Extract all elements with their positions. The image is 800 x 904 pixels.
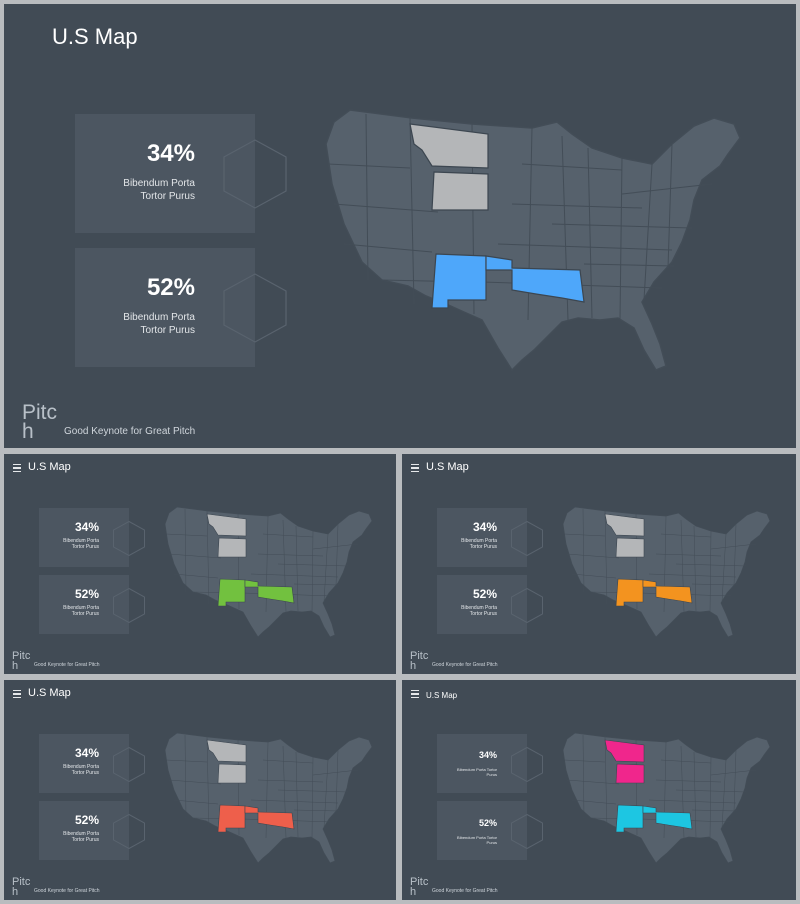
stat-card-1 bbox=[75, 114, 255, 233]
stat-card-2 bbox=[75, 248, 255, 367]
state-oklahoma bbox=[244, 805, 295, 830]
state-oklahoma bbox=[244, 579, 295, 604]
stat-description: Bibendum Porta Tortor Purus bbox=[461, 538, 497, 551]
state-new-mexico bbox=[615, 804, 644, 833]
stat-description: Bibendum Porta Tortor Purus bbox=[63, 764, 99, 777]
brand-logo: Pitch bbox=[12, 876, 31, 898]
state-oklahoma bbox=[642, 579, 693, 604]
stat-description: Bibendum Porta Tortor Purus bbox=[123, 178, 195, 202]
slide-5[interactable]: U.S Map 34% Bibendum Porta Tortor Purus … bbox=[402, 680, 796, 900]
state-wyoming bbox=[615, 763, 645, 784]
us-map bbox=[562, 506, 771, 638]
stat-value: 52% bbox=[478, 818, 497, 828]
us-map bbox=[164, 732, 373, 864]
slide-title: U.S Map bbox=[28, 461, 71, 473]
brand-logo: Pitch bbox=[12, 650, 31, 672]
state-new-mexico bbox=[217, 578, 246, 607]
stat-value: 52% bbox=[74, 813, 99, 827]
brand-logo: Pitch bbox=[410, 650, 429, 672]
state-new-mexico bbox=[431, 253, 487, 309]
hexagon-icon bbox=[223, 273, 287, 343]
menu-icon[interactable] bbox=[13, 464, 21, 472]
us-map bbox=[562, 732, 771, 864]
hexagon-icon bbox=[113, 520, 145, 557]
state-montana bbox=[604, 513, 645, 537]
stat-description: Bibendum Porta Tortor Purus bbox=[461, 605, 497, 618]
brand-logo: Pitch bbox=[22, 401, 58, 443]
tagline: Good Keynote for Great Pitch bbox=[64, 426, 196, 437]
state-montana bbox=[604, 739, 645, 763]
stat-description: Bibendum Porta Tortor Purus bbox=[123, 312, 195, 336]
slide-3[interactable]: U.S Map 34% Bibendum Porta Tortor Purus … bbox=[402, 454, 796, 674]
menu-icon[interactable] bbox=[13, 690, 21, 698]
slide-1[interactable]: U.S Map 34% Bibendum Porta Tortor Purus … bbox=[4, 4, 796, 448]
stat-description: Bibendum Porta Tortor Purus bbox=[63, 831, 99, 844]
slide-title: U.S Map bbox=[426, 461, 469, 473]
state-oklahoma bbox=[642, 805, 693, 830]
hexagon-icon bbox=[511, 587, 543, 624]
slide-title: U.S Map bbox=[52, 24, 138, 49]
tagline: Good Keynote for Great Pitch bbox=[432, 662, 498, 668]
hexagon-icon bbox=[113, 813, 145, 850]
hexagon-icon bbox=[223, 139, 287, 209]
stat-value: 34% bbox=[478, 750, 497, 760]
state-oklahoma bbox=[485, 255, 585, 303]
stat-value: 34% bbox=[74, 746, 99, 760]
stat-value: 52% bbox=[472, 587, 497, 601]
state-wyoming bbox=[217, 763, 247, 784]
menu-icon[interactable] bbox=[411, 690, 419, 698]
stat-description: Bibendum Porta Tortor Purus bbox=[63, 605, 99, 618]
state-wyoming bbox=[431, 171, 489, 211]
stat-description: Bibendum Porta Tortor Purus bbox=[63, 538, 99, 551]
stat-value: 34% bbox=[74, 520, 99, 534]
state-new-mexico bbox=[217, 804, 246, 833]
slide-title: U.S Map bbox=[426, 691, 458, 700]
hexagon-icon bbox=[511, 813, 543, 850]
state-montana bbox=[409, 123, 489, 169]
tagline: Good Keynote for Great Pitch bbox=[34, 888, 100, 894]
slide-4[interactable]: U.S Map 34% Bibendum Porta Tortor Purus … bbox=[4, 680, 396, 900]
menu-icon[interactable] bbox=[411, 464, 419, 472]
state-montana bbox=[206, 513, 247, 537]
hexagon-icon bbox=[113, 587, 145, 624]
hexagon-icon bbox=[113, 746, 145, 783]
us-map bbox=[325, 109, 741, 372]
stat-description: Bibendum Porta Tortor Purus bbox=[457, 767, 497, 777]
tagline: Good Keynote for Great Pitch bbox=[432, 888, 498, 894]
state-montana bbox=[206, 739, 247, 763]
state-wyoming bbox=[217, 537, 247, 558]
stat-value: 34% bbox=[146, 140, 195, 167]
stat-value: 34% bbox=[472, 520, 497, 534]
stat-description: Bibendum Porta Tortor Purus bbox=[457, 835, 497, 845]
state-wyoming bbox=[615, 537, 645, 558]
stat-value: 52% bbox=[146, 274, 195, 301]
slide-2[interactable]: U.S Map 34% Bibendum Porta Tortor Purus … bbox=[4, 454, 396, 674]
us-map bbox=[164, 506, 373, 638]
tagline: Good Keynote for Great Pitch bbox=[34, 662, 100, 668]
state-new-mexico bbox=[615, 578, 644, 607]
stat-value: 52% bbox=[74, 587, 99, 601]
hexagon-icon bbox=[511, 520, 543, 557]
hexagon-icon bbox=[511, 746, 543, 783]
slide-title: U.S Map bbox=[28, 687, 71, 699]
brand-logo: Pitch bbox=[410, 876, 429, 898]
